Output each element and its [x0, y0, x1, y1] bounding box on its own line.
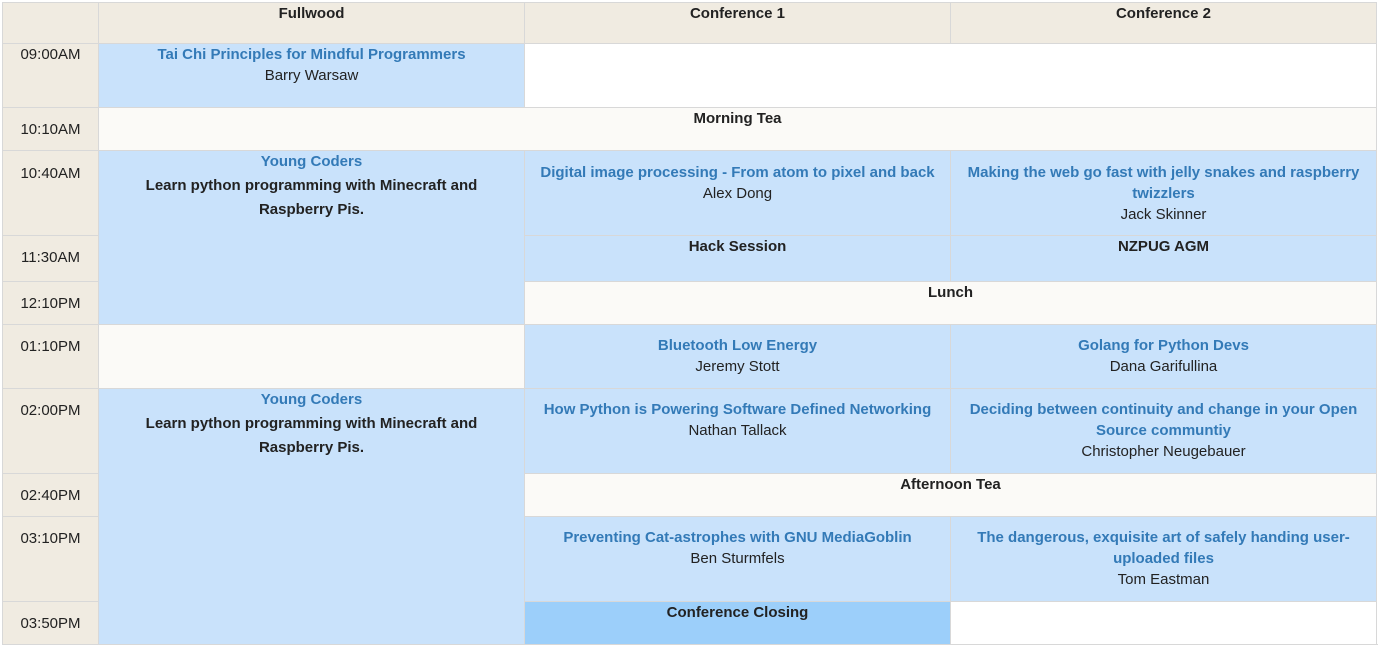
session-cell: Bluetooth Low Energy Jeremy Stott [524, 324, 951, 389]
session-cell: Making the web go fast with jelly snakes… [950, 150, 1377, 236]
time-slot: 09:00AM [2, 43, 99, 108]
schedule-row: 10:10AM Morning Tea [2, 107, 1377, 151]
break-morning-tea: Morning Tea [98, 107, 1377, 151]
session-hack-session: Hack Session [524, 235, 951, 282]
session-cell: The dangerous, exquisite art of safely h… [950, 516, 1377, 602]
schedule-row: 12:10PM Lunch [2, 281, 1377, 325]
speaker-name: Barry Warsaw [264, 67, 359, 84]
session-title-link[interactable]: Preventing Cat-astrophes with GNU MediaG… [563, 529, 912, 546]
room-header-conference-1: Conference 1 [524, 2, 951, 44]
session-description: Learn python programming with Minecraft … [145, 415, 478, 456]
session-title-link[interactable]: Tai Chi Principles for Mindful Programme… [157, 46, 466, 63]
schedule-row: 02:00PM Young Coders Learn python progra… [2, 388, 1377, 645]
corner-cell [2, 2, 99, 44]
schedule-row: 10:40AM Young Coders Learn python progra… [2, 150, 1377, 325]
session-title-link[interactable]: Making the web go fast with jelly snakes… [967, 164, 1360, 202]
session-cell: How Python is Powering Software Defined … [524, 388, 951, 474]
schedule-row: 09:00AM Tai Chi Principles for Mindful P… [2, 43, 1377, 108]
speaker-name: Christopher Neugebauer [1081, 443, 1246, 460]
session-title-link[interactable]: The dangerous, exquisite art of safely h… [977, 529, 1350, 567]
speaker-name: Ben Sturmfels [690, 550, 785, 567]
schedule-row: 11:30AM Hack Session NZPUG AGM [2, 235, 1377, 282]
session-cell: Digital image processing - From atom to … [524, 150, 951, 236]
time-slot: 03:10PM [2, 516, 99, 602]
speaker-name: Jeremy Stott [695, 358, 780, 375]
time-slot: 11:30AM [2, 235, 99, 282]
break-lunch: Lunch [524, 281, 1377, 325]
empty-slot [98, 324, 525, 389]
session-cell: Young Coders Learn python programming wi… [98, 388, 525, 645]
time-slot: 02:40PM [2, 473, 99, 517]
session-cell: Golang for Python Devs Dana Garifullina [950, 324, 1377, 389]
empty-slot [524, 43, 1377, 108]
time-slot: 10:10AM [2, 107, 99, 151]
session-title-link[interactable]: Golang for Python Devs [1078, 337, 1249, 354]
session-nzpug-agm: NZPUG AGM [950, 235, 1377, 282]
session-cell: Young Coders Learn python programming wi… [98, 150, 525, 325]
break-afternoon-tea: Afternoon Tea [524, 473, 1377, 517]
speaker-name: Nathan Tallack [688, 422, 787, 439]
schedule-row: 02:40PM Afternoon Tea [2, 473, 1377, 517]
speaker-name: Dana Garifullina [1109, 358, 1218, 375]
session-title-link[interactable]: Bluetooth Low Energy [657, 337, 818, 354]
session-cell: Preventing Cat-astrophes with GNU MediaG… [524, 516, 951, 602]
time-slot: 10:40AM [2, 150, 99, 236]
speaker-name: Jack Skinner [1120, 206, 1207, 223]
time-slot: 12:10PM [2, 281, 99, 325]
session-cell: Deciding between continuity and change i… [950, 388, 1377, 474]
schedule-row: 03:50PM Conference Closing [2, 601, 1377, 645]
room-header-fullwood: Fullwood [98, 2, 525, 44]
header-row: Fullwood Conference 1 Conference 2 [2, 2, 1377, 44]
time-slot: 01:10PM [2, 324, 99, 389]
session-description: Learn python programming with Minecraft … [145, 177, 478, 218]
session-title-link[interactable]: Young Coders [260, 391, 363, 408]
room-header-conference-2: Conference 2 [950, 2, 1377, 44]
empty-slot [950, 601, 1377, 645]
schedule-row: 03:10PM Preventing Cat-astrophes with GN… [2, 516, 1377, 602]
speaker-name: Tom Eastman [1117, 571, 1210, 588]
time-slot: 02:00PM [2, 388, 99, 474]
session-title-link[interactable]: Deciding between continuity and change i… [969, 401, 1358, 439]
time-slot: 03:50PM [2, 601, 99, 645]
schedule-row: 01:10PM Bluetooth Low Energy Jeremy Stot… [2, 324, 1377, 389]
session-cell: Tai Chi Principles for Mindful Programme… [98, 43, 525, 108]
session-title-link[interactable]: Digital image processing - From atom to … [540, 164, 935, 181]
session-conference-closing: Conference Closing [524, 601, 951, 645]
session-title-link[interactable]: How Python is Powering Software Defined … [543, 401, 932, 418]
speaker-name: Alex Dong [702, 185, 773, 202]
session-title-link[interactable]: Young Coders [260, 153, 363, 170]
